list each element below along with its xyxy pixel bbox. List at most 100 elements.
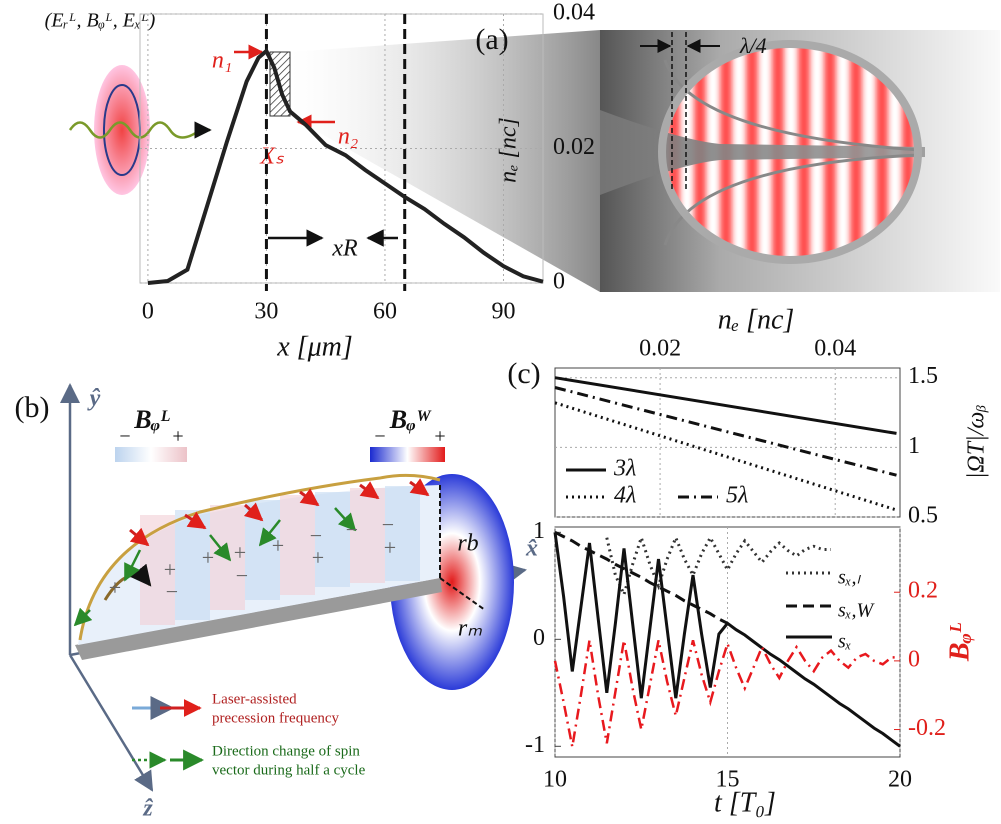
stripe [385,486,420,581]
data-line [147,47,544,285]
spin-direction [73,607,93,627]
y-tick-label: 1 [908,433,920,459]
legend-label: 3λ [613,456,636,482]
x-axis-label: x [μm] [276,331,353,362]
legend-label: sₓ,W [838,600,875,622]
axis-label: ẑ [142,796,153,822]
charge-sign: + [234,540,246,565]
charge-sign: − [346,517,358,542]
radius-line [439,577,486,611]
y-tick-label: 0.04 [553,0,595,26]
spin-arrow [243,502,264,522]
charge-sign: + [202,545,214,570]
electron-sheath [600,110,925,195]
spin-arrows [73,478,430,627]
x-tick-label: 15 [716,767,740,793]
charge-sign: − [382,512,394,537]
field-label: (Eᵣᴸ, Bᵩᴸ, Eₓᴸ) [45,10,156,32]
spin-arrow [184,511,207,530]
radius-label: rₘ [458,616,482,642]
y2-tick-label: -0.2 [908,715,946,741]
charge-sign: + [164,557,176,582]
x-tick-label: 30 [254,299,278,325]
annotation: λ/4 [739,33,767,58]
bubble-edge [658,40,922,264]
legend-text: Direction change of spin [212,743,360,759]
colorbar [370,447,445,462]
spin-arrow [299,488,320,507]
sheath-edge [663,59,921,246]
colorbar-sign: + [434,426,445,448]
radius-label: rb [457,531,478,557]
axis-label: ŷ [87,386,101,412]
charge-signs: ++−+ +−+ −+− −+ [109,512,396,604]
wave [68,121,201,139]
y-axis-label: nₑ [nc] [496,117,522,183]
spin-arrow [409,478,430,497]
y-axis-label: |ΩT|/ωᵦ [964,405,990,480]
spin-arrow [359,481,380,500]
legend-label: 4λ [614,483,636,509]
colorbar [115,447,187,462]
charge-sign: + [384,535,396,560]
pulse-envelope [94,65,150,195]
axis-label: x̂ [525,536,538,562]
spin-direction [123,549,142,582]
field-label: Bᵩᵂ [389,405,432,434]
charge-sign: + [109,575,121,600]
y-tick-label: 0 [553,269,565,295]
y-tick-label: 0 [533,625,545,651]
x-tick-label: 60 [373,299,397,325]
panel-label: (c) [507,357,540,390]
stripe [350,488,385,583]
charge-sign: − [166,579,178,604]
spin-direction [258,519,281,547]
data-line [554,386,897,477]
stripe [280,495,315,595]
legend-label: sₓ [838,631,851,653]
legend-text: Laser-assisted [212,691,297,707]
field-label: Bᵩᴸ [133,405,170,434]
x-tick-label: 0.04 [814,336,856,362]
stripe [315,492,350,587]
colorbar-sign: − [374,426,385,448]
y-tick-label: 1.5 [908,363,938,389]
charge-sign: + [312,545,324,570]
y2-tick-label: 0 [908,646,920,672]
legend-text: precession frequency [212,710,340,726]
annotation: xR [331,236,358,262]
y2-axis-label: Bᵩᴸ [944,622,975,662]
legend-text: vector during half a cycle [212,762,366,778]
y-tick-label: -1 [525,732,545,758]
x-tick-label: 20 [888,767,912,793]
colorbar-sign: + [172,426,183,448]
plot-frame [554,367,901,518]
y-tick-label: 0.5 [908,503,938,529]
spin-direction [334,507,357,532]
spin-arrow [129,527,150,547]
y2-tick-label: 0.2 [908,578,938,604]
legend-label: 5λ [726,483,748,509]
x-tick-label: 10 [543,767,567,793]
panel-b: (b) ŷ x̂ ẑ Bᵩᴸ Bᵩᵂ − + − + rb rₘ [15,383,538,822]
axis-arrow [68,654,154,792]
data-line [553,532,901,748]
charge-sign: + [272,533,284,558]
electron-orbit [78,473,441,641]
charge-sign: − [236,563,248,588]
inset-x-label: nₑ [nc] [718,304,795,335]
x-tick-label: 0.02 [639,336,681,362]
slab-floor [75,578,442,660]
y-tick-label: 1 [533,518,545,544]
x-axis-label: t [T₀] [714,787,776,818]
spin-direction [209,534,232,562]
annotation: n₂ [338,124,358,150]
zoom-cone [290,30,600,292]
panel-label: (b) [15,391,50,424]
x-tick-label: 0 [142,299,154,325]
data-line [605,532,831,599]
legend-label: sₓ,ₗ [838,567,861,589]
data-line [554,376,897,435]
annotation: Xₛ [259,144,285,170]
